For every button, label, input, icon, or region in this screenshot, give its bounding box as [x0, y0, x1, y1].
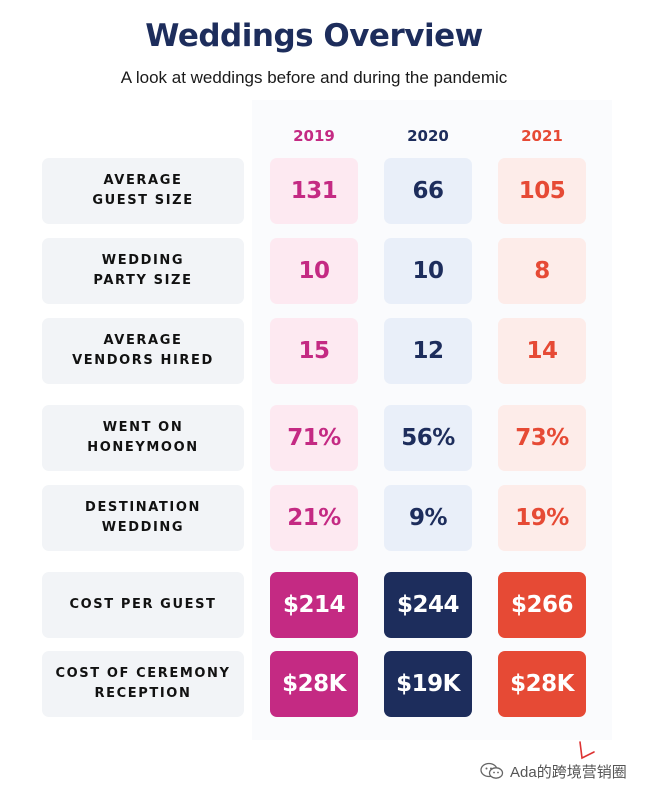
value-cell-2020: 10: [384, 238, 472, 304]
value-cell-2019: 131: [270, 158, 358, 224]
value-cell-2021: 19%: [498, 485, 586, 551]
row-label-text: WEDDING PARTY SIZE: [93, 253, 193, 288]
value-cell-2021: 105: [498, 158, 586, 224]
row-label-text: WENT ON HONEYMOON: [87, 420, 199, 455]
row-label: AVERAGE VENDORS HIRED: [42, 318, 244, 384]
value-cell-2019: 15: [270, 318, 358, 384]
value-cell-2021: 14: [498, 318, 586, 384]
value-cell-2019: $214: [270, 572, 358, 638]
value-cell-2020: 9%: [384, 485, 472, 551]
value-cell-2021: 8: [498, 238, 586, 304]
row-label: AVERAGE GUEST SIZE: [42, 158, 244, 224]
watermark: Ada的跨境营销圈: [480, 760, 627, 782]
value-cell-2021: 73%: [498, 405, 586, 471]
value-cell-2021: $28K: [498, 651, 586, 717]
row-label-text: COST PER GUEST: [69, 597, 217, 612]
value-cell-2020: $244: [384, 572, 472, 638]
row-label: DESTINATION WEDDING: [42, 485, 244, 551]
value-cell-2021: $266: [498, 572, 586, 638]
value-cell-2019: 71%: [270, 405, 358, 471]
year-header-2021: 2021: [521, 127, 563, 145]
value-cell-2019: 10: [270, 238, 358, 304]
row-label: COST PER GUEST: [42, 572, 244, 638]
value-cell-2020: 56%: [384, 405, 472, 471]
value-cell-2019: 21%: [270, 485, 358, 551]
page-subtitle: A look at weddings before and during the…: [120, 68, 508, 87]
row-label-text: AVERAGE GUEST SIZE: [92, 173, 194, 208]
value-cell-2020: 66: [384, 158, 472, 224]
row-label-text: COST OF CEREMONY RECEPTION: [55, 666, 231, 701]
value-cell-2020: 12: [384, 318, 472, 384]
row-label: WEDDING PARTY SIZE: [42, 238, 244, 304]
year-header-2020: 2020: [407, 127, 449, 145]
value-cell-2019: $28K: [270, 651, 358, 717]
wechat-icon: [480, 762, 504, 779]
watermark-text: Ada的跨境营销圈: [510, 763, 627, 781]
handwritten-check-mark: [579, 741, 595, 760]
row-label-text: AVERAGE VENDORS HIRED: [72, 333, 214, 368]
row-label: WENT ON HONEYMOON: [42, 405, 244, 471]
page-title: Weddings Overview: [145, 18, 483, 54]
year-header-2019: 2019: [293, 127, 335, 145]
value-cell-2020: $19K: [384, 651, 472, 717]
row-label-text: DESTINATION WEDDING: [85, 500, 201, 535]
row-label: COST OF CEREMONY RECEPTION: [42, 651, 244, 717]
